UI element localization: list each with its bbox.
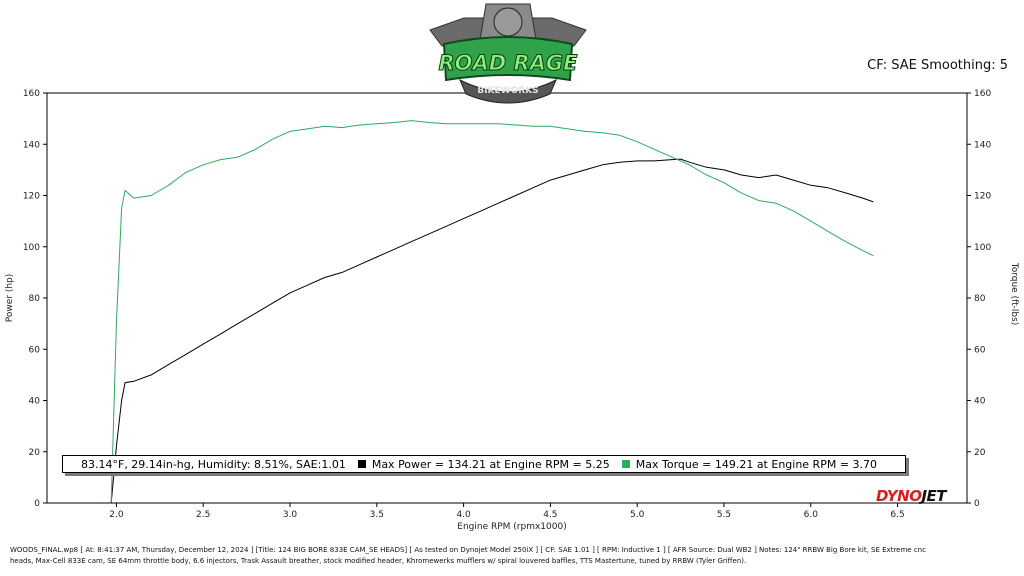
y-tick-label-right: 20 — [974, 448, 986, 458]
x-tick-label: 5.0 — [630, 510, 645, 520]
power-swatch — [357, 460, 366, 468]
x-tick-label: 4.0 — [456, 510, 471, 520]
legend-box: 83.14°F, 29.14in-hg, Humidity: 8.51%, SA… — [62, 455, 906, 473]
x-tick-label: 3.5 — [370, 510, 384, 520]
cf-smoothing-info: CF: SAE Smoothing: 5 — [867, 58, 1008, 73]
road-rage-logo: ROAD RAGE BIKEWORKS — [424, 0, 592, 106]
plot-frame — [46, 92, 968, 504]
y-axis-label-right: Torque (ft-lbs) — [1009, 262, 1019, 326]
series-layer — [110, 120, 874, 504]
torque-series-line — [110, 120, 874, 504]
y-tick-label-left: 100 — [23, 243, 40, 253]
axis-ticks: 0 0 20 20 40 40 60 60 80 80 100 100 120 120 140 140 160 1… — [23, 89, 992, 520]
y-tick-label-left: 120 — [23, 192, 40, 202]
y-tick-label-left: 20 — [29, 448, 41, 458]
dynojet-logo: DYNOJET — [876, 487, 947, 505]
y-tick-label-left: 0 — [34, 499, 40, 509]
y-tick-label-right: 100 — [974, 243, 991, 253]
x-tick-label: 6.0 — [804, 510, 819, 520]
y-tick-label-left: 80 — [29, 294, 41, 304]
y-tick-label-left: 60 — [29, 345, 41, 355]
y-tick-label-right: 80 — [974, 294, 986, 304]
y-tick-label-left: 160 — [23, 89, 40, 99]
x-axis-label: Engine RPM (rpmx1000) — [457, 522, 566, 532]
y-tick-label-right: 0 — [974, 499, 980, 509]
x-tick-label: 2.5 — [196, 510, 210, 520]
legend-max-torque: Max Torque = 149.21 at Engine RPM = 3.70 — [635, 457, 878, 471]
run-notes-footer: WOODS_FINAL.wp8 [ At: 8:41:37 AM, Thursd… — [10, 545, 1018, 567]
footer-line-2: heads, Max-Cell 833E cam, SE 64mm thrott… — [10, 557, 747, 565]
svg-text:BIKEWORKS: BIKEWORKS — [477, 86, 538, 96]
y-tick-label-right: 40 — [974, 397, 986, 407]
y-tick-label-right: 60 — [974, 345, 986, 355]
power-series-line — [110, 158, 874, 504]
y-tick-label-left: 140 — [23, 140, 40, 150]
y-axis-label-left: Power (hp) — [5, 274, 15, 323]
svg-text:ROAD RAGE: ROAD RAGE — [438, 51, 578, 75]
x-tick-label: 6.5 — [890, 510, 904, 520]
x-tick-label: 3.0 — [283, 510, 298, 520]
y-tick-label-right: 160 — [974, 89, 991, 99]
y-tick-label-right: 120 — [974, 192, 991, 202]
x-tick-label: 5.5 — [717, 510, 731, 520]
x-tick-label: 2.0 — [109, 510, 124, 520]
torque-swatch — [621, 460, 630, 468]
legend-max-power: Max Power = 134.21 at Engine RPM = 5.25 — [371, 457, 610, 471]
legend-conditions: 83.14°F, 29.14in-hg, Humidity: 8.51%, SA… — [81, 457, 346, 471]
footer-line-1: WOODS_FINAL.wp8 [ At: 8:41:37 AM, Thursd… — [10, 546, 926, 554]
y-tick-label-left: 40 — [29, 397, 41, 407]
y-tick-label-right: 140 — [974, 140, 991, 150]
x-tick-label: 4.5 — [543, 510, 557, 520]
